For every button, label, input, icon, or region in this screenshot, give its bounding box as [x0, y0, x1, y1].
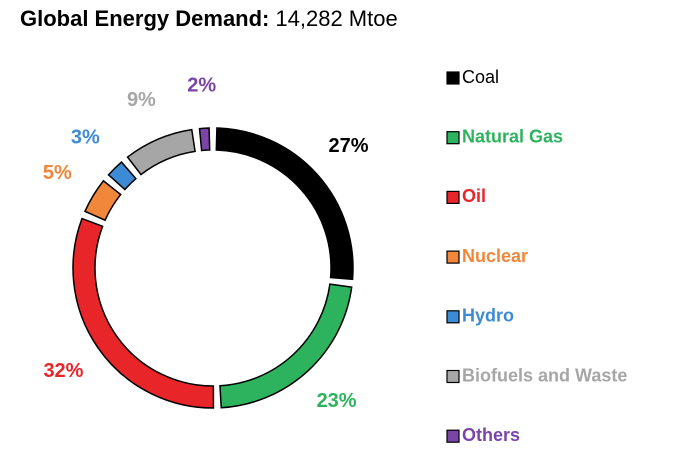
- legend-swatch: [446, 71, 460, 85]
- chart-heading: Global Energy Demand: 14,282 Mtoe: [20, 6, 398, 31]
- legend-label: Nuclear: [462, 246, 528, 266]
- legend-swatch: [446, 250, 460, 264]
- donut-segment: [215, 127, 354, 281]
- legend-swatch: [446, 190, 460, 204]
- chart-title: Global Energy Demand:: [20, 6, 269, 31]
- legend-swatch: [446, 310, 460, 324]
- data-label: 2%: [187, 75, 216, 97]
- data-label: 3%: [71, 127, 100, 149]
- legend-label: Coal: [462, 67, 499, 87]
- legend-swatch: [446, 429, 460, 443]
- data-label: 5%: [43, 162, 72, 184]
- legend-label: Biofuels and Waste: [462, 365, 627, 385]
- legend-label: Hydro: [462, 306, 514, 326]
- data-label: 27%: [328, 135, 368, 157]
- donut-segment: [198, 127, 211, 152]
- data-label: 23%: [317, 390, 357, 412]
- legend-swatch: [446, 131, 460, 145]
- donut-segment: [219, 283, 353, 409]
- legend-swatch: [446, 369, 460, 384]
- donut-segment: [107, 160, 137, 191]
- data-label: 9%: [127, 89, 156, 111]
- legend-label: Oil: [462, 186, 486, 206]
- legend-label: Natural Gas: [462, 126, 563, 146]
- donut-segment: [83, 179, 122, 222]
- chart-subtitle: 14,282 Mtoe: [275, 6, 397, 31]
- legend-label: Others: [462, 425, 520, 445]
- donut-segment: [72, 217, 215, 409]
- data-label: 32%: [43, 360, 83, 382]
- donut-segment: [126, 128, 196, 176]
